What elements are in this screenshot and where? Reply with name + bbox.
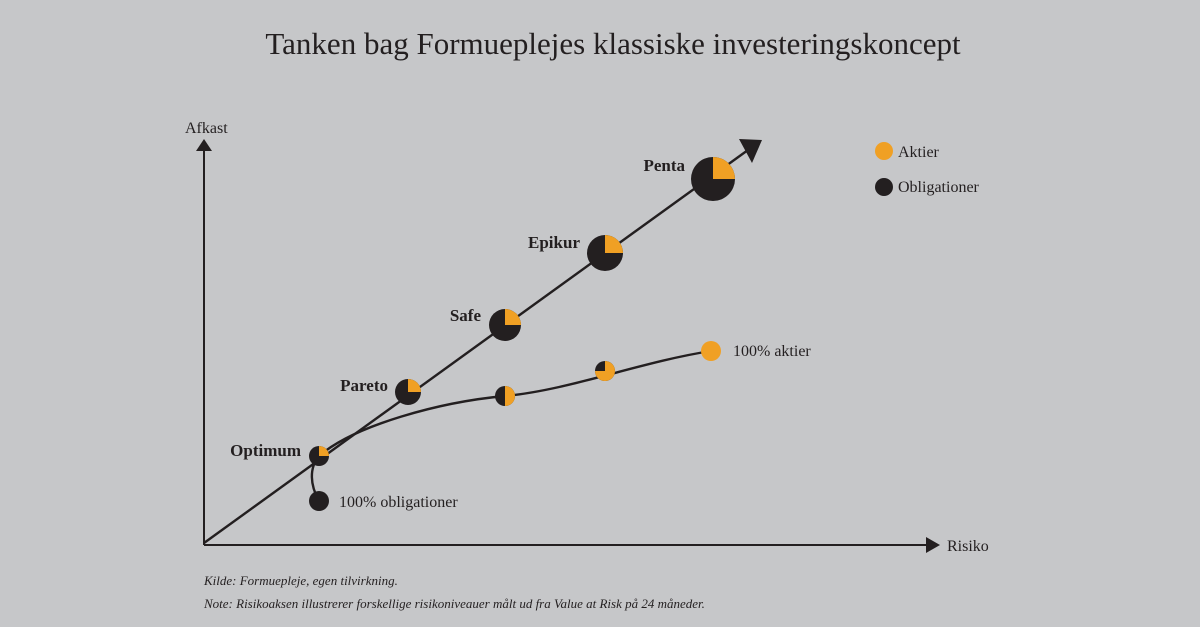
fund-label-safe: Safe <box>450 306 482 325</box>
legend-stocks-swatch <box>875 142 893 160</box>
curve-marker-all-bonds <box>309 491 329 511</box>
curve-marker-half-stocks <box>495 386 515 406</box>
curve-marker-all-stocks <box>701 341 721 361</box>
x-axis-label: Risiko <box>947 538 989 555</box>
legend-stocks-label: Aktier <box>898 144 940 161</box>
fund-marker-penta <box>691 157 735 201</box>
fund-line-arrow <box>739 139 762 163</box>
fund-label-optimum: Optimum <box>230 441 301 460</box>
legend: Aktier Obligationer <box>875 142 980 196</box>
fund-marker-epikur <box>587 235 623 271</box>
connector-lines <box>203 139 762 544</box>
all-stocks-label: 100% aktier <box>733 343 811 360</box>
diagram-title: Tanken bag Formueplejes klassiske invest… <box>265 26 961 61</box>
axes: Afkast Risiko <box>185 120 989 555</box>
fund-marker-pareto <box>395 379 421 405</box>
legend-bonds-label: Obligationer <box>898 179 980 196</box>
curve-marker-three-quarter-stocks <box>595 361 615 381</box>
legend-bonds-swatch <box>875 178 893 196</box>
all-bonds-label: 100% obligationer <box>339 494 458 511</box>
footnote: Note: Risikoaksen illustrerer forskellig… <box>203 596 705 611</box>
fund-label-penta: Penta <box>643 156 685 175</box>
fund-line <box>203 149 749 544</box>
y-axis-label: Afkast <box>185 120 228 137</box>
curve-markers: 100% aktier 100% obligationer <box>309 341 811 511</box>
fund-markers: Optimum Pareto Safe Epikur Penta <box>230 156 735 466</box>
fund-marker-safe <box>489 309 521 341</box>
efficient-frontier-curve <box>318 349 712 457</box>
fund-label-epikur: Epikur <box>528 233 580 252</box>
x-axis-arrow <box>926 537 940 553</box>
fund-marker-optimum <box>309 446 329 466</box>
y-axis-arrow <box>196 139 212 151</box>
source-note: Kilde: Formuepleje, egen tilvirkning. <box>203 573 398 588</box>
fund-label-pareto: Pareto <box>340 376 388 395</box>
